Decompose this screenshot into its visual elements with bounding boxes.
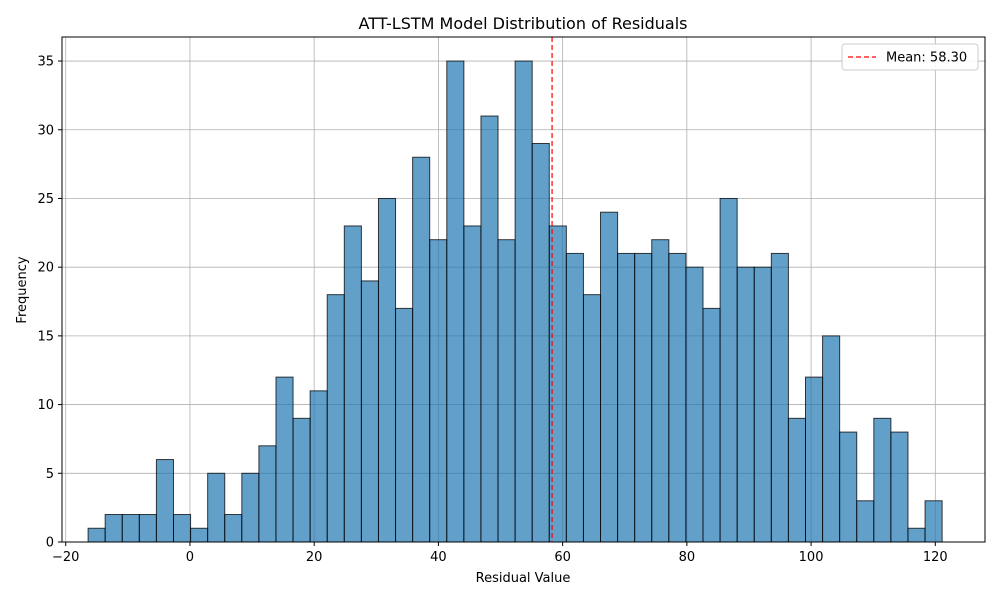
y-tick-label: 30	[37, 123, 54, 138]
x-tick-label: 20	[306, 550, 323, 565]
y-tick-label: 0	[46, 536, 54, 551]
histogram-bar	[685, 266, 704, 543]
x-axis-label: Residual Value	[476, 571, 571, 586]
y-tick-label: 20	[37, 261, 54, 276]
histogram-bar	[753, 266, 772, 543]
histogram-bar	[155, 459, 174, 543]
y-axis-label: Frequency	[15, 256, 30, 323]
histogram-bar	[104, 514, 123, 543]
histogram-bar	[651, 239, 670, 543]
histogram-bar	[121, 514, 140, 543]
histogram-bar	[480, 115, 499, 543]
histogram-bar	[87, 527, 106, 543]
histogram-bar	[668, 252, 687, 543]
histogram-bar	[446, 60, 465, 543]
plot-frame	[61, 36, 986, 543]
histogram-bar	[360, 280, 379, 543]
histogram-bar	[924, 500, 943, 543]
histogram-bar	[565, 252, 584, 543]
histogram-bar	[497, 239, 516, 543]
histogram-bar	[138, 514, 157, 543]
histogram-bar	[241, 472, 260, 543]
x-tick-label: 40	[430, 550, 447, 565]
histogram-bar	[412, 156, 431, 543]
histogram-bar	[873, 417, 892, 543]
bars-layer	[87, 60, 943, 543]
histogram-bar	[395, 307, 414, 543]
x-tick-label: −20	[52, 550, 79, 565]
histogram-bar	[634, 252, 653, 543]
histogram-bar	[463, 225, 482, 543]
histogram-bar	[207, 472, 226, 543]
histogram-bar	[258, 445, 277, 543]
histogram-bar	[770, 252, 789, 543]
x-tick-label: 80	[679, 550, 696, 565]
histogram-bar	[787, 417, 806, 543]
x-tick-label: 60	[554, 550, 571, 565]
histogram-bar	[292, 417, 311, 543]
histogram-bar	[856, 500, 875, 543]
legend: Mean: 58.30	[841, 43, 979, 71]
legend-mean-label: Mean: 58.30	[886, 51, 967, 66]
histogram-bar	[224, 514, 243, 543]
histogram-bar	[343, 225, 362, 543]
histogram-bar	[190, 527, 209, 543]
histogram-bar	[275, 376, 294, 543]
histogram-bar	[514, 60, 533, 543]
histogram-bar	[822, 335, 841, 543]
histogram-bar	[172, 514, 192, 543]
y-tick-label: 35	[37, 55, 54, 70]
histogram-bar	[907, 527, 926, 543]
x-tick-label: 120	[923, 550, 948, 565]
histogram-bar	[582, 294, 602, 543]
histogram-bar	[736, 266, 755, 543]
legend-box	[841, 43, 979, 71]
histogram-bar	[702, 307, 721, 543]
histogram-bar	[309, 390, 328, 543]
x-tick-label: 100	[799, 550, 824, 565]
histogram-bar	[719, 197, 738, 543]
histogram-bar	[377, 197, 397, 543]
histogram-bar	[617, 252, 636, 543]
histogram-bar	[804, 376, 824, 543]
histogram-bar	[326, 294, 345, 543]
y-tick-label: 5	[46, 467, 54, 482]
y-tick-label: 25	[37, 192, 54, 207]
axis-layer	[61, 36, 986, 543]
y-tick-label: 10	[37, 398, 54, 413]
chart-title: ATT-LSTM Model Distribution of Residuals	[359, 14, 688, 33]
histogram-bar	[890, 431, 909, 543]
histogram-bar	[600, 211, 619, 543]
histogram-bar	[531, 142, 550, 543]
x-tick-label: 0	[186, 550, 194, 565]
histogram-bar	[429, 239, 448, 543]
y-tick-label: 15	[37, 329, 54, 344]
histogram-bar	[839, 431, 858, 543]
